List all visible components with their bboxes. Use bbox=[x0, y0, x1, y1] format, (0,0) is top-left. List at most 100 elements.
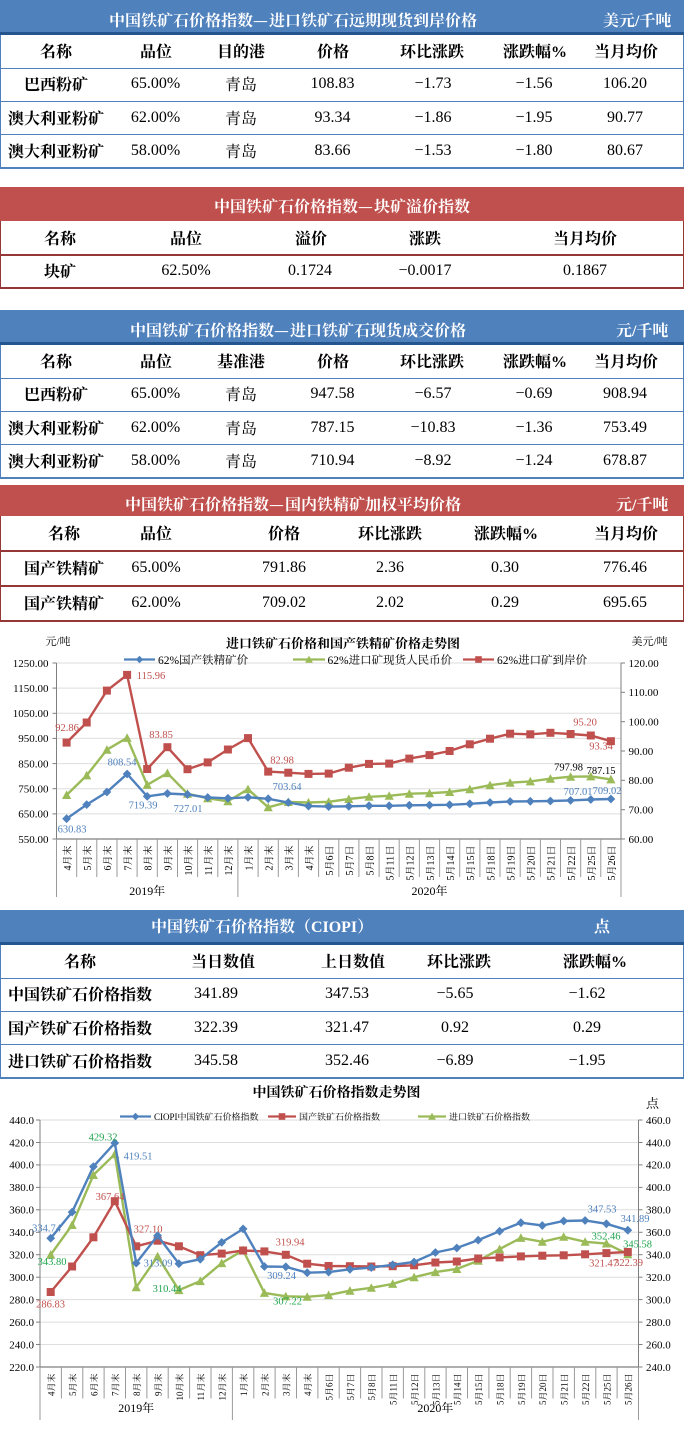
svg-text:307.22: 307.22 bbox=[273, 1297, 302, 1308]
svg-text:280.0: 280.0 bbox=[646, 1317, 671, 1329]
svg-text:6: 6 bbox=[103, 866, 114, 871]
svg-text:10: 10 bbox=[184, 866, 195, 876]
svg-text:14: 14 bbox=[453, 1382, 463, 1392]
svg-text:321.47: 321.47 bbox=[589, 1259, 618, 1270]
svg-text:/: / bbox=[634, 13, 640, 28]
svg-text:319.94: 319.94 bbox=[276, 1238, 306, 1249]
svg-text:%: % bbox=[522, 526, 538, 541]
svg-text:6: 6 bbox=[89, 1391, 99, 1396]
svg-text:80.00: 80.00 bbox=[629, 775, 654, 787]
svg-text:CIOPI: CIOPI bbox=[154, 1112, 178, 1122]
svg-text:343.80: 343.80 bbox=[38, 1257, 67, 1268]
svg-text:9: 9 bbox=[154, 1391, 164, 1396]
svg-text:5: 5 bbox=[560, 1400, 570, 1405]
svg-text:83.85: 83.85 bbox=[149, 730, 173, 741]
svg-text:2020: 2020 bbox=[412, 884, 436, 898]
svg-text:327.10: 327.10 bbox=[134, 1225, 163, 1236]
svg-text:12: 12 bbox=[406, 856, 417, 866]
svg-text:26: 26 bbox=[607, 856, 618, 866]
svg-text:26: 26 bbox=[624, 1382, 634, 1392]
svg-text:5: 5 bbox=[587, 876, 598, 881]
svg-text:5: 5 bbox=[538, 1400, 548, 1405]
svg-text:347.53: 347.53 bbox=[588, 1205, 617, 1216]
svg-text:341.89: 341.89 bbox=[621, 1214, 650, 1225]
svg-text:%: % bbox=[611, 954, 627, 969]
svg-text:5: 5 bbox=[68, 1391, 78, 1396]
svg-text:4: 4 bbox=[303, 1391, 313, 1396]
svg-text:360.0: 360.0 bbox=[646, 1227, 671, 1239]
svg-text:2: 2 bbox=[265, 866, 276, 871]
svg-text:/: / bbox=[631, 323, 637, 338]
svg-text:11: 11 bbox=[204, 866, 215, 876]
svg-text:2020: 2020 bbox=[417, 1401, 441, 1415]
svg-text:21: 21 bbox=[547, 856, 558, 866]
svg-text:850.00: 850.00 bbox=[18, 758, 49, 770]
svg-text:707.01: 707.01 bbox=[564, 787, 593, 798]
svg-text:7: 7 bbox=[346, 1382, 356, 1387]
svg-text:7: 7 bbox=[123, 866, 134, 871]
svg-text:320.0: 320.0 bbox=[9, 1250, 34, 1262]
svg-text:300.0: 300.0 bbox=[9, 1272, 34, 1284]
svg-text:%: % bbox=[551, 354, 567, 369]
svg-text:310.44: 310.44 bbox=[153, 1284, 183, 1295]
svg-text:5: 5 bbox=[345, 871, 356, 876]
svg-text:334.74: 334.74 bbox=[32, 1224, 62, 1235]
svg-text:400.0: 400.0 bbox=[646, 1182, 671, 1194]
svg-text:440.0: 440.0 bbox=[9, 1115, 34, 1127]
svg-text:5: 5 bbox=[474, 1400, 484, 1405]
svg-text:5: 5 bbox=[406, 876, 417, 881]
svg-text:62%: 62% bbox=[158, 655, 180, 667]
svg-text:CIOPI: CIOPI bbox=[311, 919, 357, 934]
svg-text:1050.00: 1050.00 bbox=[13, 708, 49, 720]
svg-text:115.96: 115.96 bbox=[137, 671, 166, 682]
svg-text:8: 8 bbox=[367, 1382, 377, 1387]
svg-text:13: 13 bbox=[431, 1382, 441, 1392]
svg-text:95.20: 95.20 bbox=[573, 718, 597, 729]
svg-text:345.58: 345.58 bbox=[623, 1240, 652, 1251]
svg-text:12: 12 bbox=[218, 1392, 228, 1401]
svg-text:5: 5 bbox=[367, 1396, 377, 1401]
svg-text:15: 15 bbox=[466, 856, 477, 866]
svg-text:420.0: 420.0 bbox=[9, 1137, 34, 1149]
svg-text:8: 8 bbox=[365, 856, 376, 861]
svg-text:5: 5 bbox=[365, 871, 376, 876]
svg-text:400.0: 400.0 bbox=[9, 1160, 34, 1172]
svg-text:9: 9 bbox=[164, 866, 175, 871]
svg-text:11: 11 bbox=[196, 1392, 206, 1401]
svg-text:429.32: 429.32 bbox=[89, 1133, 118, 1144]
svg-text:20: 20 bbox=[538, 1382, 548, 1392]
svg-text:70.00: 70.00 bbox=[629, 805, 654, 817]
svg-text:286.83: 286.83 bbox=[36, 1300, 65, 1311]
svg-text:367.64: 367.64 bbox=[96, 1192, 126, 1203]
svg-text:787.15: 787.15 bbox=[587, 766, 616, 777]
svg-text:352.46: 352.46 bbox=[592, 1232, 621, 1243]
svg-text:550.00: 550.00 bbox=[18, 834, 49, 846]
svg-text:4: 4 bbox=[63, 866, 74, 871]
svg-text:3: 3 bbox=[282, 1391, 292, 1396]
svg-text:709.02: 709.02 bbox=[593, 786, 622, 797]
svg-text:12: 12 bbox=[410, 1383, 420, 1392]
svg-text:5: 5 bbox=[410, 1400, 420, 1405]
svg-text:220.0: 220.0 bbox=[9, 1362, 34, 1374]
svg-text:5: 5 bbox=[624, 1400, 634, 1405]
svg-text:19: 19 bbox=[517, 1382, 527, 1392]
svg-text:7: 7 bbox=[345, 856, 356, 861]
svg-text:260.0: 260.0 bbox=[9, 1317, 34, 1329]
svg-text:5: 5 bbox=[506, 876, 517, 881]
svg-text:420.0: 420.0 bbox=[646, 1160, 671, 1172]
svg-text:5: 5 bbox=[453, 1400, 463, 1405]
svg-text:/: / bbox=[57, 636, 61, 648]
svg-text:120.00: 120.00 bbox=[629, 658, 660, 670]
svg-text:240.0: 240.0 bbox=[9, 1339, 34, 1351]
svg-text:380.0: 380.0 bbox=[9, 1182, 34, 1194]
svg-text:8: 8 bbox=[132, 1391, 142, 1396]
svg-text:18: 18 bbox=[486, 856, 497, 866]
svg-text:100.00: 100.00 bbox=[629, 717, 660, 729]
svg-text:22: 22 bbox=[581, 1383, 591, 1392]
svg-text:4: 4 bbox=[305, 866, 316, 871]
svg-text:110.00: 110.00 bbox=[629, 687, 659, 699]
svg-text:5: 5 bbox=[389, 1400, 399, 1405]
svg-text:/: / bbox=[631, 497, 637, 512]
svg-text:25: 25 bbox=[602, 1382, 612, 1392]
svg-text:/: / bbox=[654, 636, 658, 648]
